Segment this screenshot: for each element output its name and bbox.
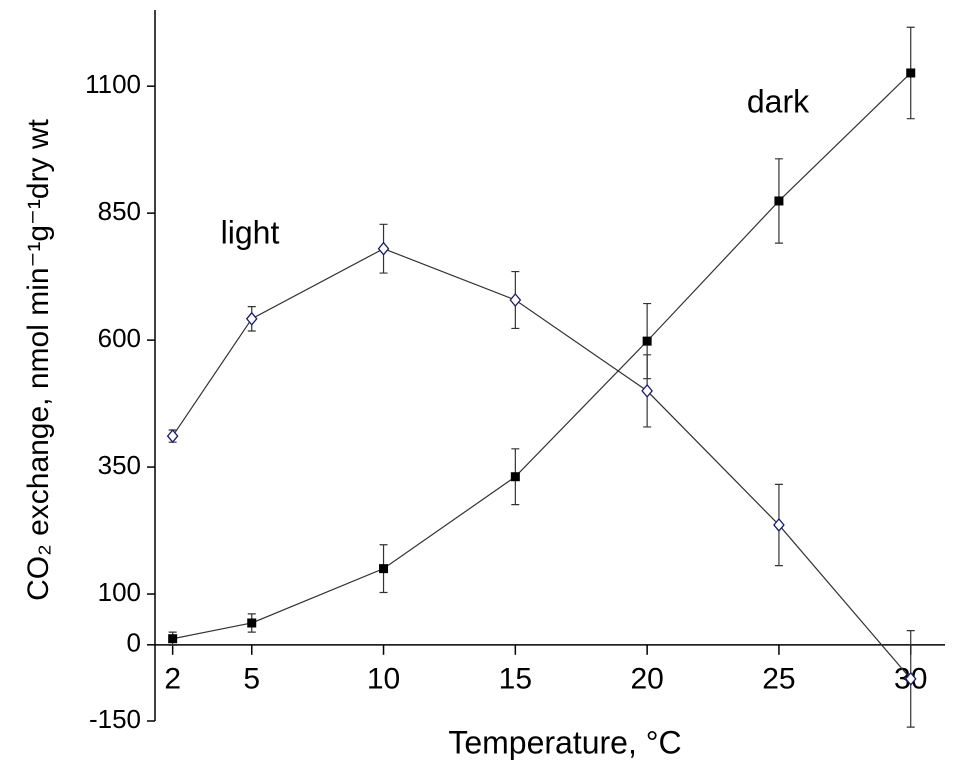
x-tick-label: 20 [630, 663, 663, 696]
x-tick-label: 2 [164, 663, 181, 696]
data-point [510, 472, 520, 482]
series-line [172, 248, 912, 680]
data-point [247, 618, 257, 628]
y-tick-label: 1100 [85, 69, 141, 99]
data-point [774, 196, 784, 206]
data-point [166, 429, 179, 444]
data-point [904, 671, 917, 686]
x-tick-label: 25 [762, 663, 795, 696]
y-tick-label: -150 [89, 704, 141, 734]
x-tick-label: 5 [243, 663, 260, 696]
y-tick-label: 850 [98, 196, 141, 226]
data-point [906, 68, 916, 78]
data-point [641, 383, 653, 398]
x-tick-label: 10 [367, 663, 400, 696]
series-annotation: light [221, 214, 280, 250]
data-point [168, 634, 178, 644]
data-point [509, 292, 522, 308]
y-tick-label: 350 [98, 450, 141, 480]
series-annotation: dark [747, 83, 810, 119]
data-point [245, 311, 258, 326]
y-tick-label: 100 [98, 577, 141, 607]
data-point [773, 517, 785, 532]
y-tick-label: 0 [127, 628, 141, 658]
data-point [642, 336, 652, 346]
x-axis-label: Temperature, °C [448, 724, 681, 760]
y-axis-label: CO₂ exchange, nmol min⁻¹g⁻¹dry wt [22, 118, 55, 600]
data-point [379, 564, 389, 574]
x-tick-label: 15 [499, 663, 532, 696]
data-point [377, 241, 390, 256]
y-tick-label: 600 [98, 323, 141, 353]
series-line [172, 72, 912, 640]
